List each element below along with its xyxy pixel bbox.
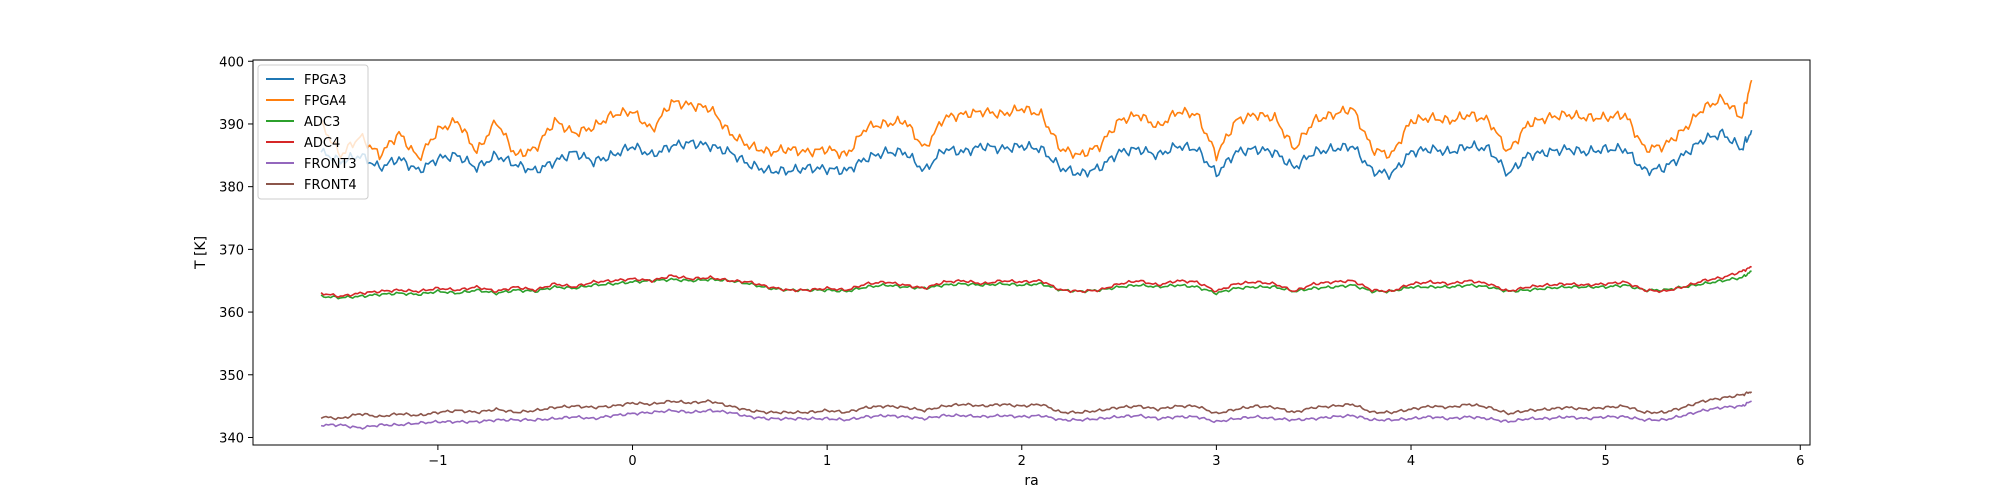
legend-entry: FRONT3 <box>304 157 357 172</box>
y-tick-label: 380 <box>219 181 244 196</box>
x-tick-label: 4 <box>1407 454 1415 469</box>
x-tick-label: −1 <box>428 454 447 469</box>
series-line-fpga4 <box>320 79 1753 162</box>
series-layer <box>320 79 1753 430</box>
series-line-fpga3 <box>320 128 1753 180</box>
x-axis-ticks: −1 0 1 2 3 4 5 6 <box>428 445 1804 469</box>
y-tick-label: 360 <box>219 306 244 321</box>
series-line-front3 <box>320 400 1752 430</box>
y-tick-label: 350 <box>219 369 244 384</box>
x-tick-label: 5 <box>1602 454 1610 469</box>
x-tick-label: 1 <box>823 454 831 469</box>
x-tick-label: 2 <box>1018 454 1026 469</box>
plot-frame <box>252 59 1811 446</box>
legend-box <box>257 64 369 200</box>
legend: FPGA3 FPGA4 ADC3 ADC4 FRONT3 FRONT4 <box>257 64 369 200</box>
x-tick-label: 6 <box>1796 454 1804 469</box>
series-line-front4 <box>320 391 1753 421</box>
series-line-adc4 <box>320 265 1752 299</box>
y-axis-label: T [K] <box>193 236 209 270</box>
series-line-adc3 <box>320 270 1752 300</box>
y-tick-label: 390 <box>219 118 244 133</box>
legend-entry: FRONT4 <box>304 178 357 193</box>
legend-entry: ADC3 <box>304 115 340 130</box>
x-axis-label: ra <box>1024 473 1038 489</box>
y-tick-label: 370 <box>219 243 244 258</box>
x-tick-label: 3 <box>1212 454 1220 469</box>
y-tick-label: 400 <box>219 55 244 70</box>
y-axis-ticks: 340 350 360 370 380 390 400 <box>219 55 253 446</box>
legend-entry: FPGA3 <box>304 73 347 88</box>
legend-entry: FPGA4 <box>304 94 347 109</box>
legend-entry: ADC4 <box>304 136 340 151</box>
x-tick-label: 0 <box>628 454 636 469</box>
y-tick-label: 340 <box>219 431 244 446</box>
